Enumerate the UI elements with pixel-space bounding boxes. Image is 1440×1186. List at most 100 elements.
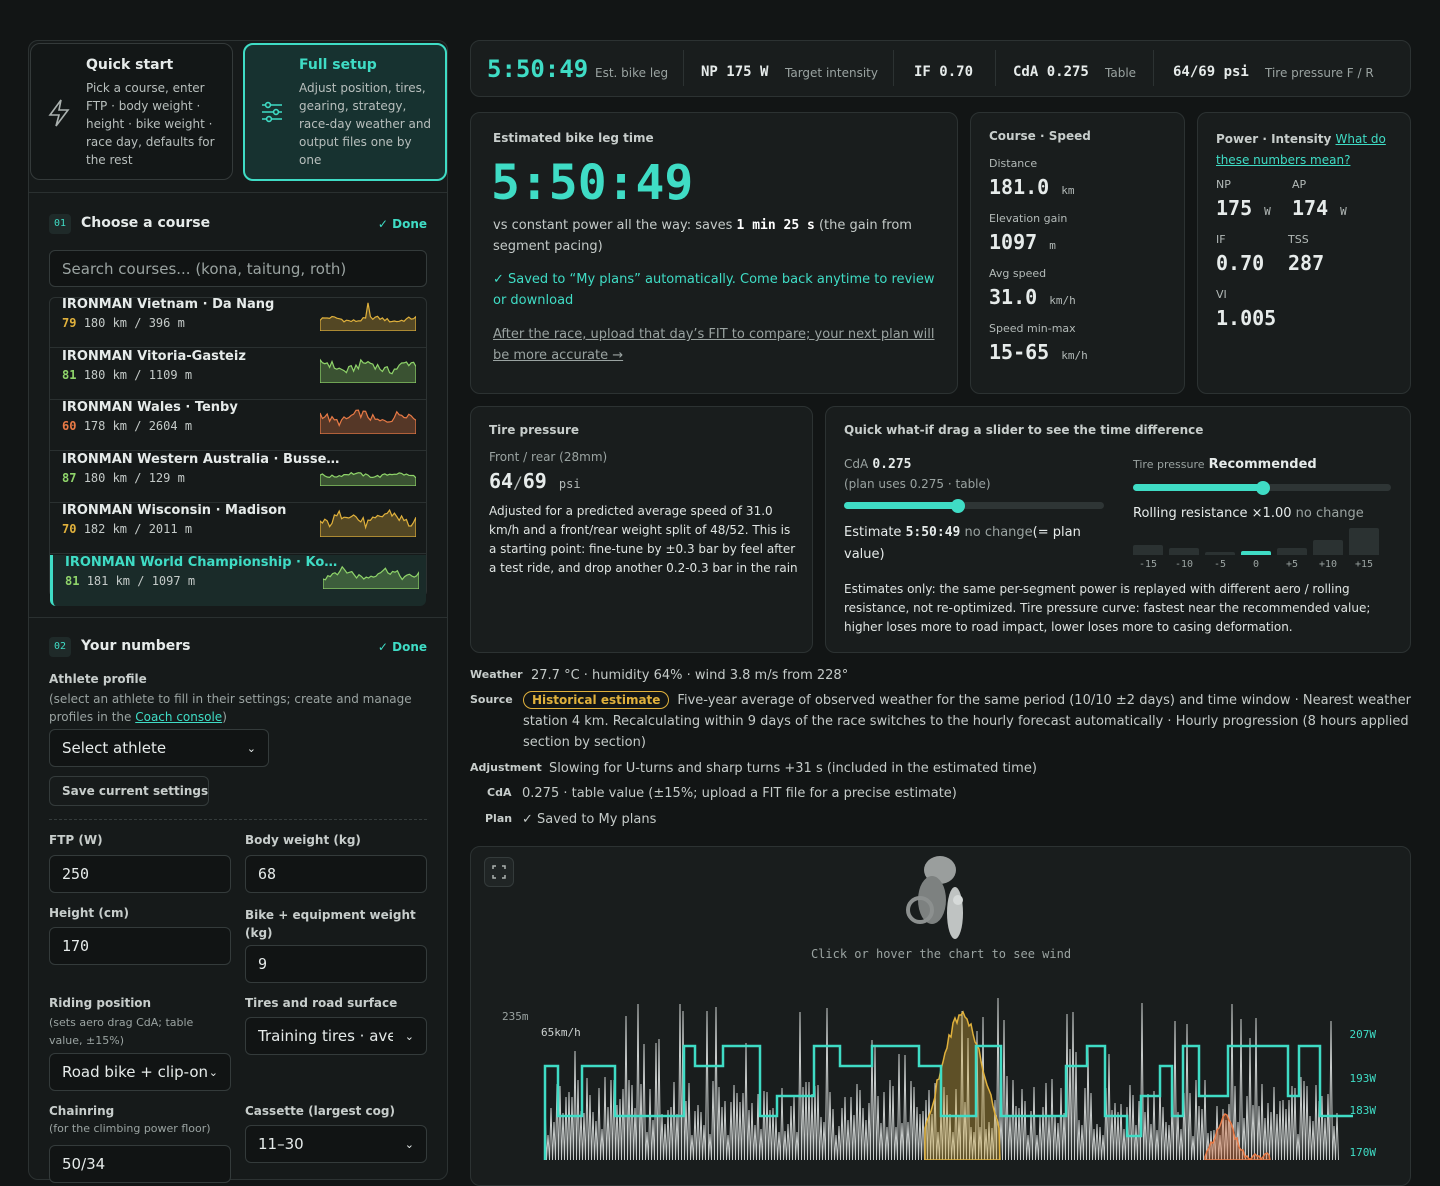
front: 64	[489, 469, 514, 493]
separator	[893, 50, 894, 86]
rolling-tick: +5	[1285, 559, 1299, 570]
power-label: 170W	[1349, 1146, 1377, 1159]
condition-text: Slowing for U-turns and sharp turns +31 …	[549, 758, 1411, 779]
hint-text: (select an athlete to fill in their sett…	[49, 692, 412, 724]
course-row[interactable]: IRONMAN World Championship · Ko… 81 181 k…	[50, 554, 426, 606]
sparkline-area	[320, 409, 416, 434]
step-status: ✓ Done	[377, 217, 427, 231]
hint-text: )	[222, 710, 227, 724]
summary-bar	[470, 40, 1411, 97]
slider-track[interactable]	[844, 502, 1104, 509]
setup-panel	[28, 40, 448, 1180]
chevron: ⌄	[246, 741, 256, 755]
button-label: Save current settings	[62, 784, 209, 798]
condition-label: CdA	[487, 786, 512, 799]
upload-link[interactable]: After the race, upload that day’s FIT to…	[493, 327, 935, 363]
rolling-bar	[1349, 528, 1379, 555]
rolling-tick: -5	[1213, 559, 1227, 570]
course-search[interactable]: Search courses... (kona, taitung, roth)	[49, 250, 427, 287]
note: (= plan value)	[844, 525, 1081, 562]
course-distance: 182 km / 2011 m	[83, 522, 193, 536]
estimate-compare: vs constant power all the way: saves 1 m…	[493, 215, 933, 257]
position-select[interactable]: Road bike + clip-on ⌄	[49, 1053, 231, 1091]
course-distance: 180 km / 1109 m	[83, 367, 193, 382]
separator	[995, 50, 996, 86]
whatif-note: Estimates only: the same per-segment pow…	[844, 582, 1371, 634]
field-label: Bike + equipment weight (kg)	[245, 908, 416, 940]
ftp-input[interactable]: 250	[49, 855, 231, 893]
course-name: IRONMAN Western Australia · Busse…	[62, 451, 340, 467]
summary-label: Tire pressure F / R	[1265, 66, 1374, 80]
help-link[interactable]: What do these numbers mean?	[1216, 132, 1386, 167]
chart-hint: Click or hover the chart to see wind	[810, 947, 1072, 961]
tires-select[interactable]: Training tires · avera ⌄	[245, 1017, 427, 1055]
field-hint: (sets aero drag CdA; table value, ±15%)	[49, 1016, 194, 1047]
sparkline-area	[323, 565, 419, 589]
course-row[interactable]: IRONMAN Vitoria-Gasteiz 81 180 km / 1109 …	[50, 349, 426, 400]
label: CdA	[844, 457, 869, 471]
sparkline	[320, 409, 416, 434]
condition-text: 27.7 °C · humidity 64% · wind 3.8 m/s fr…	[531, 665, 1411, 686]
field-label: Cassette (largest cog)	[245, 1104, 395, 1118]
value: 181.0	[989, 175, 1050, 199]
athlete-select[interactable]: Select athlete ⌄	[49, 729, 269, 767]
expand-button[interactable]	[484, 857, 514, 887]
input-value: 68	[258, 865, 277, 883]
summary-label: Est. bike leg	[595, 66, 669, 80]
field-label: Body weight (kg)	[245, 833, 361, 847]
condition-label: Source	[470, 693, 513, 706]
page: Quick start Pick a course, enter FTP · b…	[28, 40, 1411, 1186]
course-row[interactable]: IRONMAN Vietnam · Da Nang 79 180 km / 396…	[50, 297, 426, 348]
profile-chart[interactable]	[470, 846, 1411, 1160]
select-value: Road bike + clip-on	[62, 1063, 209, 1081]
label: Estimate	[844, 525, 906, 540]
mode-full[interactable]: Full setup Adjust position, tires, geari…	[243, 43, 447, 181]
text: vs constant power all the way: saves	[493, 218, 737, 233]
tire-pressure: 64/69 psi	[489, 469, 581, 493]
course-name: IRONMAN Wisconsin · Madison	[62, 503, 287, 518]
course-distance: 180 km / 396 m	[83, 316, 185, 330]
summary-label: Target intensity	[785, 66, 878, 80]
text: 27.7 °C · humidity 64% · wind 3.8 m/s fr…	[531, 668, 849, 683]
field-label: Tires and road surface	[245, 996, 398, 1010]
value: 0.275	[872, 457, 912, 472]
subtitle: drag a slider to see the time difference	[933, 423, 1204, 437]
step-title: Your numbers	[81, 638, 191, 654]
rolling-tick: -15	[1138, 559, 1158, 570]
unit: m	[1049, 239, 1056, 252]
metric-value: 0.70	[1216, 251, 1264, 275]
metric-label: Elevation gain	[989, 212, 1068, 225]
slider-knob[interactable]	[951, 499, 965, 513]
metric-value: 175 W	[1216, 196, 1271, 220]
text: (the gain from segment pacing)	[493, 218, 912, 254]
value: 287	[1288, 251, 1325, 275]
metric-value: 31.0 km/h	[989, 285, 1076, 309]
course-name: IRONMAN Wales · Tenby	[62, 400, 238, 415]
unit: km/h	[1061, 349, 1088, 362]
course-score: 70	[62, 522, 77, 536]
summary-value: IF 0.70	[914, 64, 974, 80]
bike-weight-input[interactable]: 9	[245, 945, 427, 983]
course-row[interactable]: IRONMAN Wisconsin · Madison 70 182 km / 2…	[50, 503, 426, 554]
save-button[interactable]: Save current settings	[49, 776, 209, 806]
card-title: Course · Speed	[989, 129, 1091, 143]
mode-quick[interactable]: Quick start Pick a course, enter FTP · b…	[30, 43, 233, 180]
cassette-select[interactable]: 11–30 ⌄	[245, 1125, 427, 1163]
chainring-select[interactable]: 50/34	[49, 1145, 231, 1183]
course-distance: 181 km / 1097 m	[86, 573, 196, 588]
slider-knob[interactable]	[1256, 481, 1270, 495]
weight-input[interactable]: 68	[245, 855, 427, 893]
course-row[interactable]: IRONMAN Western Australia · Busse… 87 180…	[50, 452, 426, 503]
card-title: Tire pressure	[489, 423, 580, 437]
field-label: Riding position	[49, 996, 152, 1010]
estimate-time: 5:50:49	[491, 155, 694, 211]
rolling-tick: +10	[1318, 559, 1338, 570]
course-row[interactable]: IRONMAN Wales · Tenby 60 178 km / 2604 m	[50, 400, 426, 451]
select-value: Select athlete	[62, 739, 167, 757]
coach-link[interactable]: Coach console	[135, 710, 223, 724]
height-input[interactable]: 170	[49, 927, 231, 965]
mode-desc: Adjust position, tires, gearing, strateg…	[299, 81, 432, 167]
tire-card	[470, 406, 813, 653]
input-value: 170	[62, 937, 90, 955]
summary-label: Table	[1105, 66, 1137, 80]
